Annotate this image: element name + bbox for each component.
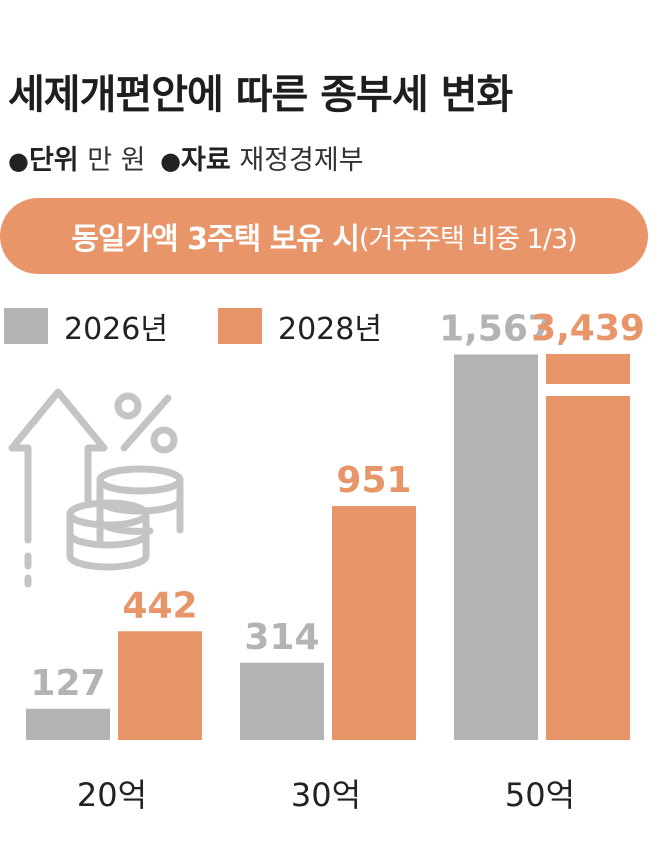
bar-2028년-30억 (332, 506, 416, 740)
banner-main-text: 동일가액 3주택 보유 시 (71, 222, 360, 257)
bar-value-label: 1,567 (439, 309, 553, 350)
bar-value-label: 3,439 (531, 308, 645, 349)
category-label: 20억 (77, 776, 147, 814)
chart-meta: ●단위 만 원 ●자료 재정경제부 (8, 138, 370, 177)
bar-value-label: 951 (336, 460, 411, 501)
bar-2028년-20억 (118, 631, 202, 740)
legend-item-2028: 2028년 (218, 306, 382, 347)
source-value: 재정경제부 (239, 145, 364, 176)
bar-value-label: 442 (122, 585, 197, 626)
up-arrow-icon (8, 388, 108, 544)
bar-value-label: 314 (244, 617, 319, 658)
category-labels-group: 20억 30억 50억 (77, 776, 575, 814)
unit-value: 만 원 (87, 145, 146, 176)
bar-value-label: 127 (30, 663, 105, 704)
condition-banner: 동일가액 3주택 보유 시 (거주주택 비중 1/3) (0, 198, 648, 274)
bars-group (26, 354, 630, 740)
bar-2026년-50억 (454, 354, 538, 740)
tax-rise-illustration (8, 388, 184, 588)
bar-2028년-50억 (546, 396, 630, 740)
unit-key: 단위 (28, 145, 79, 176)
legend-swatch-2028 (218, 308, 262, 344)
category-label: 30억 (291, 776, 361, 814)
legend-item-2026: 2026년 (4, 306, 168, 347)
legend-swatch-2026 (4, 308, 48, 344)
bullet-icon: ● (160, 147, 182, 175)
legend-label-2028: 2028년 (278, 312, 382, 347)
coin-stack-icon (66, 465, 184, 571)
percent-icon (114, 392, 178, 454)
bar-break-segment-2028년-50억 (546, 354, 630, 384)
bar-2026년-30억 (240, 662, 324, 740)
banner-sub-text: (거주주택 비중 1/3) (358, 223, 578, 255)
bullet-icon: ● (8, 147, 29, 175)
legend-label-2026: 2026년 (64, 312, 168, 347)
source-key: 자료 (181, 145, 231, 176)
bar-2026년-20억 (26, 708, 110, 740)
category-label: 50억 (505, 776, 575, 814)
page-title: 세제개편안에 따른 종부세 변화 (8, 72, 513, 118)
